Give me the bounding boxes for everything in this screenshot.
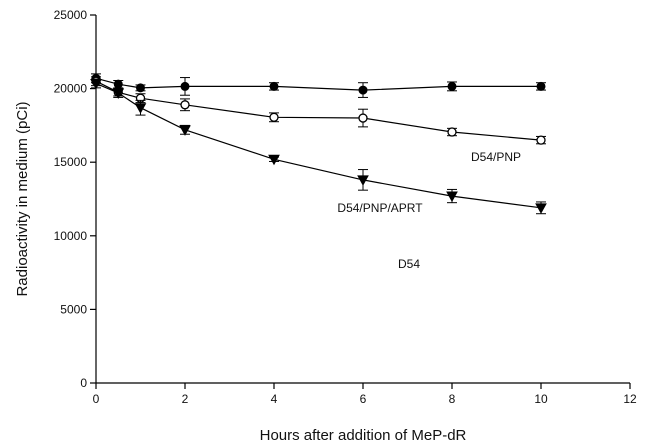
y-tick-label: 25000 [54,8,88,22]
axes: 0 5000 10000 15000 20000 25000 0 2 4 6 8 10 12 [54,8,637,406]
data-point [447,81,457,91]
x-axis-title: Hours after addition of MeP-dR [260,427,467,444]
x-tick-label: 12 [623,392,637,406]
data-point [268,154,280,166]
data-point [134,103,147,114]
data-point [179,125,191,136]
data-point [113,79,123,89]
data-point [180,100,190,110]
data-point [269,112,279,122]
y-tick-label: 15000 [54,155,88,169]
series-line [95,77,541,91]
data-point [358,113,368,123]
y-tick-label: 20000 [54,82,88,96]
data-point [269,81,279,91]
x-tick-label: 8 [449,392,456,406]
series-2 [90,78,547,215]
series-label-d54: D54 [398,257,420,271]
data-point [536,81,546,91]
x-tick-label: 0 [93,392,100,406]
data-point [535,203,547,214]
series-label-d54-pnp: D54/PNP [471,150,521,164]
series-line [95,82,542,209]
data-point [136,83,145,93]
x-tick-label: 2 [182,392,189,406]
series-label-d54-pnp-aprt: D54/PNP/APRT [337,201,423,215]
data-point [446,191,458,203]
y-tick-label: 0 [80,376,87,390]
series-line [95,80,542,141]
data-point [536,135,546,145]
data-point [358,85,368,95]
x-tick-label: 4 [271,392,278,406]
y-tick-label: 5000 [60,302,87,316]
data-point [180,81,190,91]
series-layer [90,73,547,215]
data-point [357,175,369,186]
x-tick-label: 6 [360,392,367,406]
series-0 [91,73,546,98]
y-axis-title: Radioactivity in medium (pCi) [14,101,31,296]
data-point [112,88,125,100]
data-point [90,78,102,90]
y-tick-label: 10000 [54,229,88,243]
x-tick-label: 10 [534,392,548,406]
data-point [447,127,457,137]
